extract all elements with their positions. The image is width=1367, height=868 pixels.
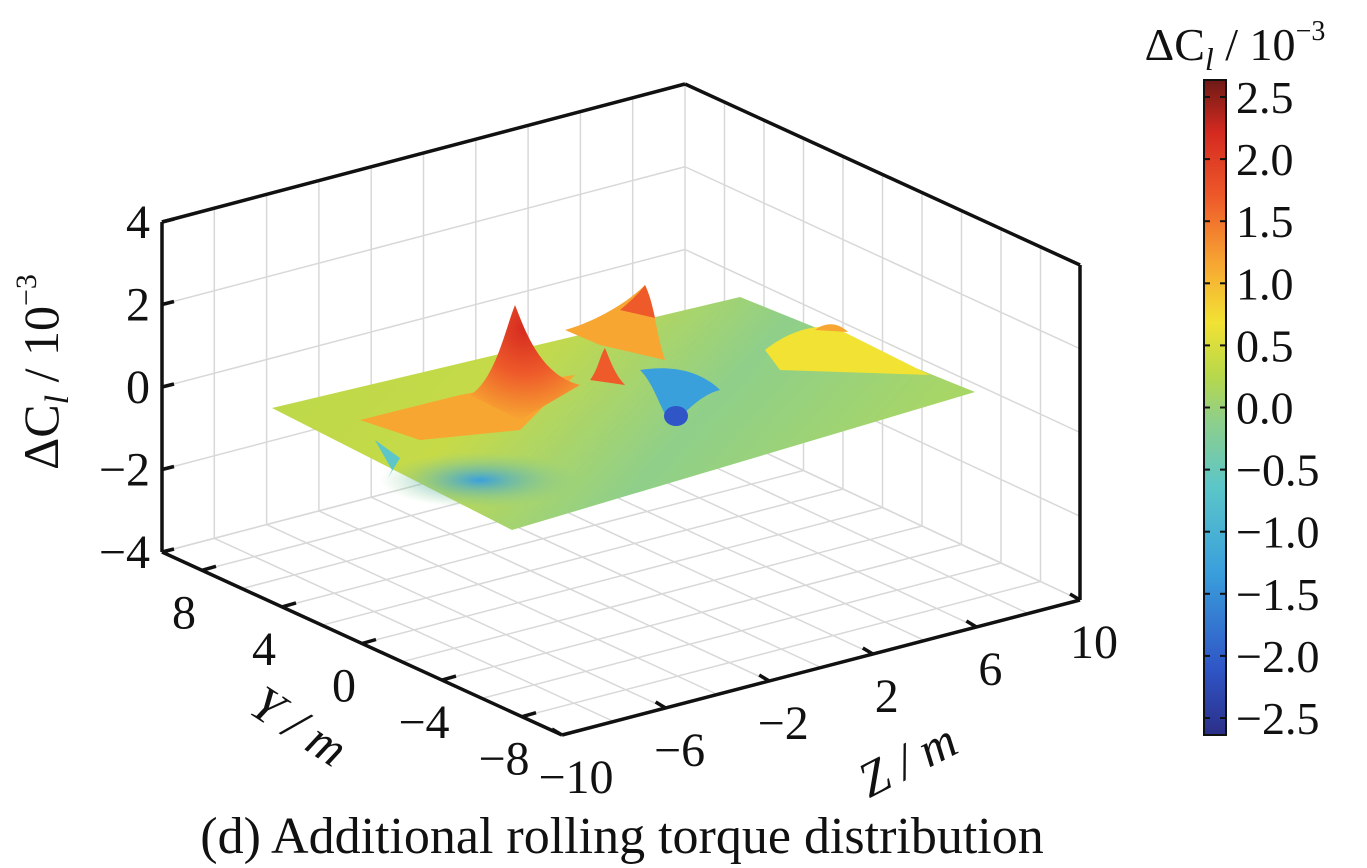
z-axis-label-sub: l [39, 395, 76, 404]
x-tick-label: −10 [538, 751, 613, 804]
grid-line [481, 562, 1002, 700]
z-tick-label: −2 [99, 444, 150, 497]
x-tick-label: 6 [978, 643, 1002, 696]
z-tick-mark [161, 547, 175, 554]
x-tick-label: −2 [758, 697, 809, 750]
box-edge [161, 82, 686, 224]
surface-trough-left [380, 452, 580, 508]
colorbar: 2.5 2.0 1.5 1.0 0.5 0.0 −0.5 −1.0 −1.5 −2.0 −2.5 Δ… [1145, 16, 1326, 744]
z-axis-label-tail: / 10 [13, 306, 69, 395]
y-tick-label: 4 [252, 623, 276, 676]
colorbar-tick-label: 2.0 [1236, 134, 1294, 185]
z-tick-label: 2 [126, 279, 150, 332]
colorbar-title-tail: / 10 [1214, 19, 1296, 70]
grid-line [401, 525, 923, 663]
colorbar-ticks: 2.5 2.0 1.5 1.0 0.5 0.0 −0.5 −1.0 −1.5 −2.0 −2.5 [1204, 72, 1319, 744]
y-tick-label: 8 [172, 586, 196, 639]
y-tick-label: 0 [332, 660, 356, 713]
colorbar-title-main: ΔC [1145, 19, 1205, 70]
z-axis-ticks: 4 2 0 −2 −4 [99, 196, 175, 579]
z-tick-mark [161, 299, 175, 307]
colorbar-tick-label: −2.5 [1236, 693, 1319, 744]
colorbar-tick-label: −1.0 [1236, 507, 1319, 558]
z-axis-label: ΔCl / 10−3 [10, 274, 76, 470]
z-tick-mark [161, 217, 175, 224]
colorbar-title-sub: l [1205, 41, 1214, 77]
x-tick-mark [965, 619, 978, 629]
y-tick-mark [201, 564, 217, 572]
colorbar-tick-label: −1.5 [1236, 569, 1319, 620]
grid-line [521, 580, 1041, 718]
y-tick-mark [361, 637, 377, 646]
surface-trough-deep [640, 368, 720, 425]
surface-ridge-right-top [815, 324, 848, 332]
surface-plot [272, 285, 975, 530]
x-tick-mark [551, 727, 563, 737]
figure-caption: (d) Additional rolling torque distributi… [200, 808, 1043, 865]
z-tick-mark [161, 464, 175, 472]
colorbar-tick-label: −0.5 [1236, 445, 1319, 496]
y-axis-ticks: 8 4 0 −4 −8 [172, 564, 537, 786]
z-tick-label: −4 [99, 526, 150, 579]
x-tick-mark [861, 646, 874, 656]
x-axis-label: Z / m [849, 712, 966, 809]
y-tick-label: −4 [398, 696, 449, 749]
colorbar-tick-label: 2.5 [1236, 72, 1294, 123]
y-tick-mark [521, 711, 537, 719]
y-tick-label: −8 [478, 733, 529, 786]
box-edge [684, 82, 1081, 267]
surface-peak-1 [470, 305, 580, 420]
surface-ridge-right [765, 326, 930, 375]
surface-edge-dip [375, 440, 400, 478]
x-tick-label: 2 [875, 670, 899, 723]
y-tick-mark [281, 601, 297, 609]
x-tick-label: 10 [1070, 616, 1118, 669]
x-tick-label: −6 [654, 724, 705, 777]
surface-peak-2 [590, 348, 625, 385]
colorbar-tick-label: 0.0 [1236, 383, 1294, 434]
x-tick-mark [758, 673, 771, 683]
y-tick-mark [441, 674, 457, 682]
x-axis-ticks: −10 −6 −2 2 6 10 [538, 592, 1118, 804]
colorbar-tick-label: 1.0 [1236, 258, 1294, 309]
z-axis-label-main: ΔC [13, 404, 69, 470]
surface-peak-3-top [620, 285, 655, 318]
z-tick-label: 4 [126, 196, 150, 249]
z-axis-label-exp: −3 [10, 274, 43, 306]
z-tick-label: 0 [126, 361, 150, 414]
x-tick-mark [654, 700, 667, 710]
grid-line [441, 543, 962, 681]
box-edge [561, 598, 1081, 737]
colorbar-title-exp: −3 [1296, 16, 1326, 47]
x-tick-mark [1069, 592, 1081, 602]
colorbar-tick-label: −2.0 [1236, 631, 1319, 682]
colorbar-title: ΔCl / 10−3 [1145, 16, 1326, 77]
colorbar-tick-label: 1.5 [1236, 196, 1294, 247]
z-tick-mark [161, 382, 175, 389]
colorbar-tick-label: 0.5 [1236, 320, 1294, 371]
surface-trough-core [664, 406, 688, 426]
